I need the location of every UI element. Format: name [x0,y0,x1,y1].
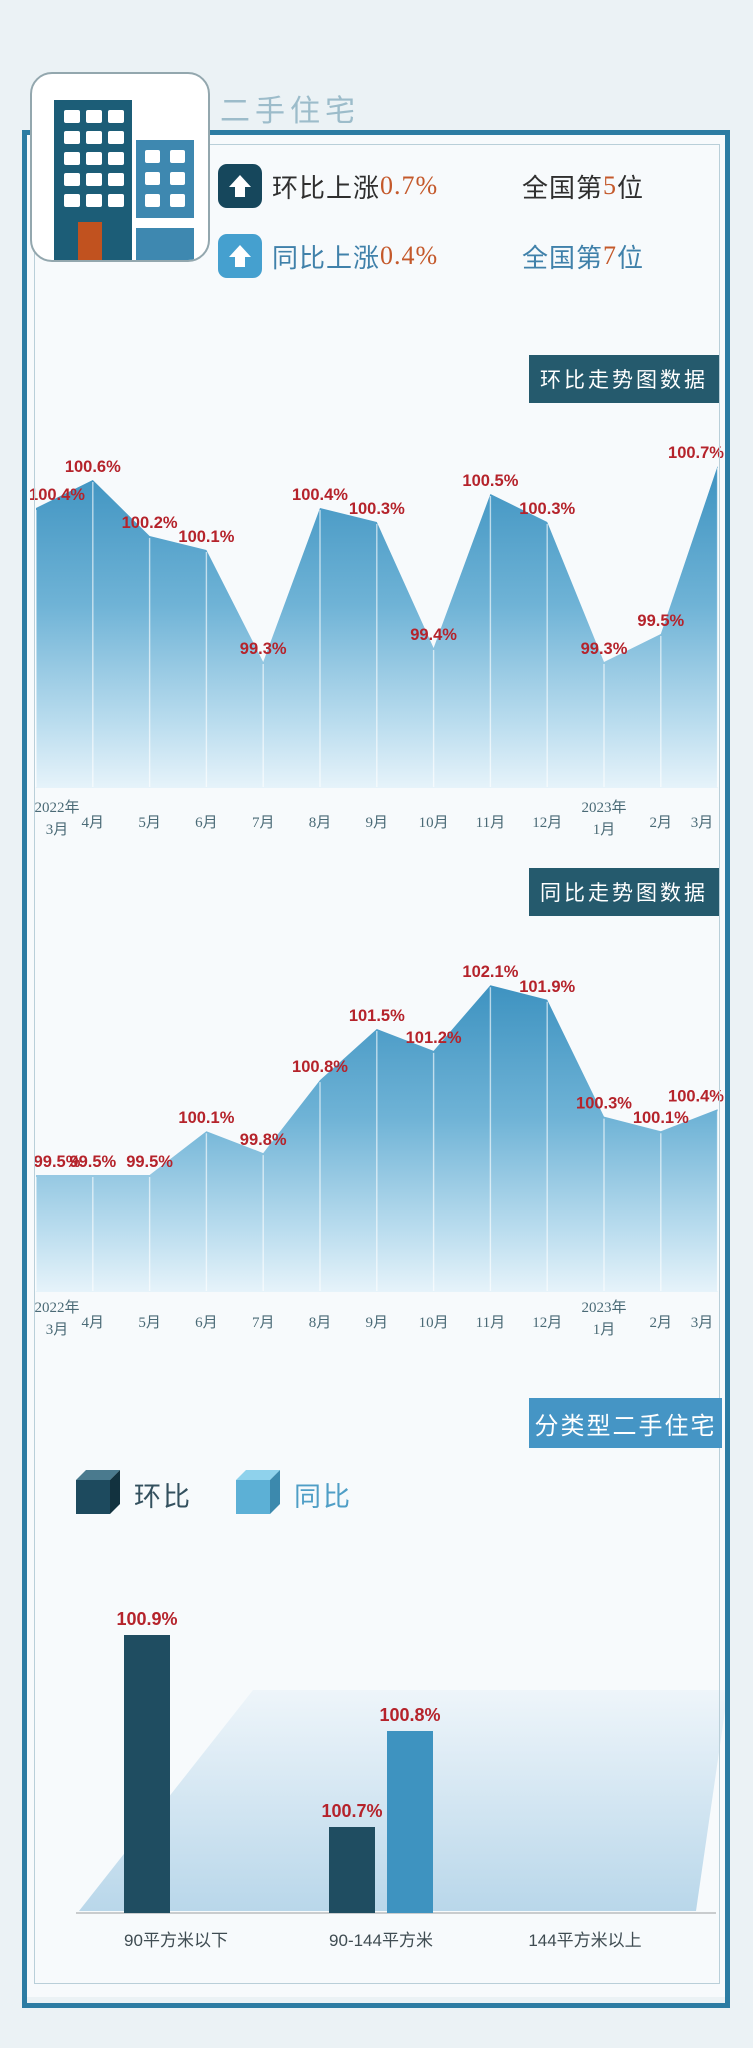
bar-同比-1 [387,1731,433,1913]
building-icon-card [30,72,210,262]
data-point-label: 100.6% [65,458,121,476]
data-point-label: 100.7% [668,444,724,462]
bar-category-label: 90-144平方米 [329,1931,433,1950]
x-axis-label: 8月 [309,1315,332,1331]
x-axis-label: 12月 [532,815,562,831]
data-point-label: 102.1% [462,963,518,981]
data-point-label: 99.5% [69,1153,116,1171]
x-axis-label: 5月 [138,1315,161,1331]
mom-legend-cube-icon [74,1468,122,1521]
data-point-label: 99.5% [637,612,684,630]
x-axis-label: 10月 [419,815,449,831]
bar-环比-0 [124,1635,170,1913]
data-point-label: 100.4% [29,486,85,504]
stat-yoy-value: 0.4% [380,241,439,270]
section-title-yoy-trend: 同比走势图数据 [529,868,719,916]
data-point-label: 100.1% [633,1109,689,1127]
data-point-label: 99.3% [240,640,287,658]
x-axis-label: 5月 [138,815,161,831]
rank-mom-prefix: 全国第 [522,173,604,203]
x-axis-label: 8月 [309,815,332,831]
rank-yoy: 全国第 7 位 [522,233,644,279]
x-axis-label: 6月 [195,1315,218,1331]
x-axis-label: 9月 [366,815,389,831]
x-axis-label: 2月 [650,1315,673,1331]
up-arrow-icon [218,164,262,208]
x-axis-label: 3月 [691,1315,714,1331]
bar-value-label: 100.7% [321,1801,382,1821]
x-axis-label: 6月 [195,815,218,831]
yoy-legend-cube-icon [234,1468,282,1521]
data-point-label: 100.4% [668,1087,724,1105]
rank-yoy-number: 7 [603,241,618,270]
x-axis-label: 11月 [476,1315,505,1331]
data-point-label: 99.4% [410,626,457,644]
rank-mom-number: 5 [603,171,618,200]
section-title-by-type: 分类型二手住宅 [529,1398,722,1448]
data-point-label: 100.1% [178,1109,234,1127]
rank-mom-suffix: 位 [617,173,645,203]
legend-mom-label: 环比 [134,1482,192,1512]
data-point-label: 100.1% [178,528,234,546]
data-point-label: 101.9% [519,978,575,996]
data-point-label: 100.2% [122,514,178,532]
building-icon [54,100,194,260]
rank-yoy-prefix: 全国第 [522,243,604,273]
data-point-label: 100.3% [349,500,405,518]
data-point-label: 99.3% [581,640,628,658]
up-arrow-icon [218,234,262,278]
bar-value-label: 100.8% [379,1705,440,1725]
bar-category-label: 144平方米以上 [528,1931,641,1950]
x-axis-label: 10月 [419,1315,449,1331]
x-axis-label: 9月 [366,1315,389,1331]
data-point-label: 99.8% [240,1131,287,1149]
bar-value-label: 100.9% [116,1609,177,1629]
bar-chart-legend: 环比 同比 [74,1468,394,1521]
data-point-label: 100.5% [462,472,518,490]
yoy-trend-chart: 99.5%99.5% 99.5%100.1%99.8%100.8%101.5%10… [34,963,725,1338]
data-point-label: 101.5% [349,1007,405,1025]
x-axis-label: 2022年 3月 [34,799,79,838]
x-axis-label: 4月 [82,815,105,831]
data-point-label: 100.3% [519,500,575,518]
bar-环比-1 [329,1827,375,1913]
legend-yoy-label: 同比 [294,1482,352,1512]
stat-mom-label: 环比上涨 [272,173,381,203]
mom-trend-chart: 100.4%100.6%100.2%100.1%99.3%100.4%100.3… [29,444,724,838]
data-point-label: 100.8% [292,1058,348,1076]
stat-mom-value: 0.7% [380,171,439,200]
data-point-label: 100.3% [576,1095,632,1113]
x-axis-label: 4月 [82,1315,105,1331]
stat-row-mom: 环比上涨 0.7% [218,163,438,209]
data-point-label: 101.2% [406,1029,462,1047]
stat-yoy-label: 同比上涨 [272,243,381,273]
data-point-label: 99.5% [34,1153,81,1171]
section-title-mom-trend: 环比走势图数据 [529,355,719,403]
x-axis-label: 12月 [532,1315,562,1331]
stat-row-yoy: 同比上涨 0.4% [218,233,438,279]
x-axis-label: 7月 [252,1315,275,1331]
rank-mom: 全国第 5 位 [522,163,644,209]
x-axis-label: 2023年 1月 [581,799,626,838]
by-type-bar-chart: 100.9%100.1%90平方米以下100.7%100.8%90-144平方米… [76,1609,728,1950]
x-axis-label: 11月 [476,815,505,831]
bar-category-label: 90平方米以下 [124,1931,228,1950]
data-point-label: 99.5% [126,1153,173,1171]
x-axis-label: 7月 [252,815,275,831]
data-point-label: 100.4% [292,486,348,504]
x-axis-label: 2023年 1月 [581,1299,626,1338]
x-axis-label: 2022年 3月 [34,1299,79,1338]
x-axis-label: 2月 [650,815,673,831]
rank-yoy-suffix: 位 [617,243,645,273]
x-axis-label: 3月 [691,815,714,831]
page-title: 二手住宅 [220,95,360,128]
